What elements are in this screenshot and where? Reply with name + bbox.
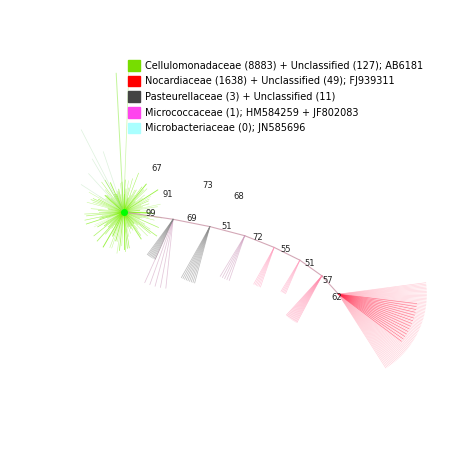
Text: 67: 67 (151, 164, 162, 173)
Text: 55: 55 (281, 245, 291, 254)
Text: 51: 51 (304, 259, 315, 268)
Text: 91: 91 (163, 191, 173, 200)
Text: 57: 57 (322, 276, 333, 285)
Text: 99: 99 (145, 209, 155, 218)
Legend: Cellulomonadaceae (8883) + Unclassified (127); AB6181, Nocardiaceae (1638) + Unc: Cellulomonadaceae (8883) + Unclassified … (126, 58, 425, 135)
Text: 62: 62 (331, 292, 342, 301)
Text: 69: 69 (186, 214, 197, 223)
Text: 68: 68 (233, 192, 244, 201)
Text: 72: 72 (252, 233, 263, 242)
Text: 73: 73 (203, 181, 213, 190)
Text: 51: 51 (221, 222, 232, 231)
